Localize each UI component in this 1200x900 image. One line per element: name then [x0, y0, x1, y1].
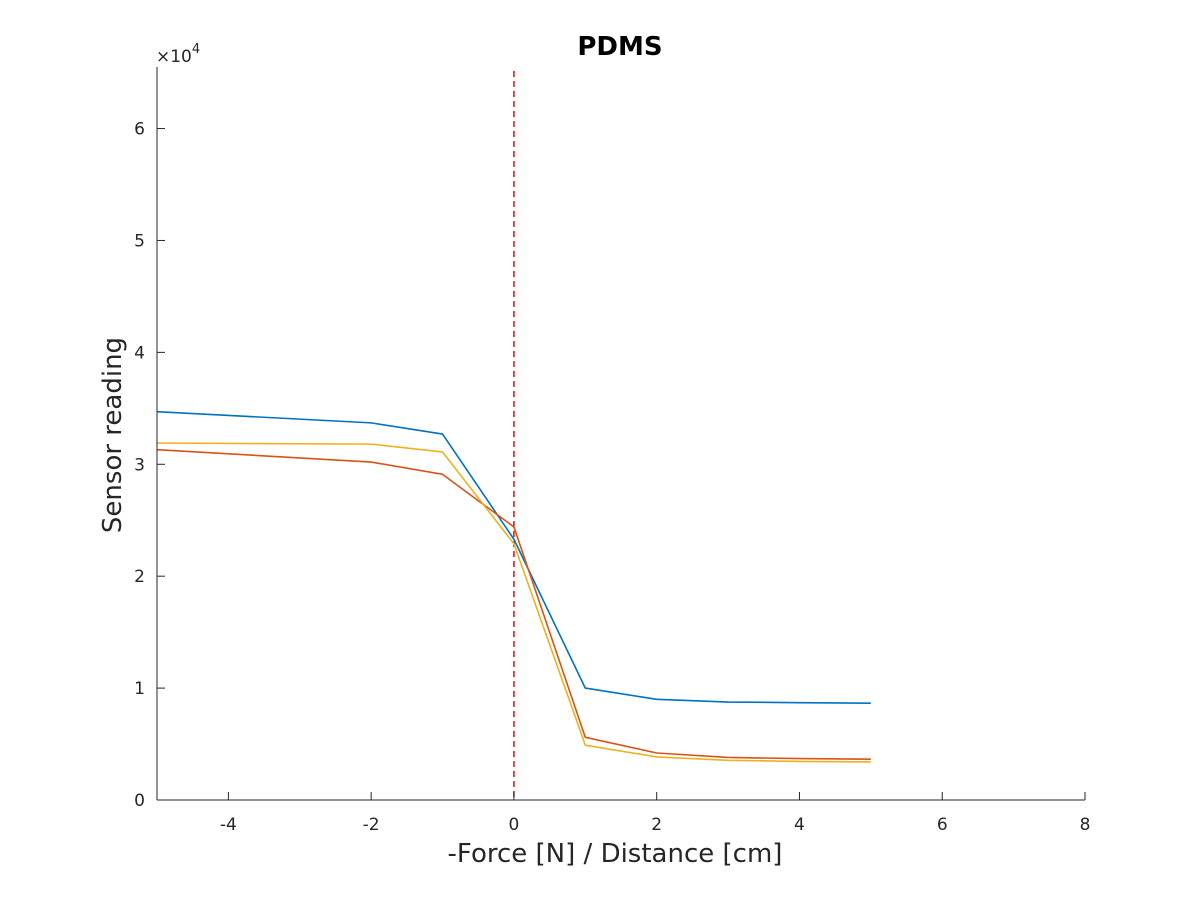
axes: -4 -2 0 2 4 6 8 0 1 2 3 4 5 6: [134, 67, 1090, 835]
y-exponent-label: ×104: [156, 42, 200, 67]
y-tick-label: 2: [134, 567, 145, 587]
y-tick-label: 5: [134, 231, 145, 251]
series-line-3: [156, 442, 871, 763]
x-tick-label: -2: [363, 815, 380, 835]
series-line-2: [156, 448, 871, 760]
x-tick-label: 8: [1080, 815, 1091, 835]
y-exponent-base: ×10: [156, 47, 192, 67]
y-tick-label: 4: [134, 343, 145, 363]
y-tick-label: 3: [134, 455, 145, 475]
chart-title: PDMS: [577, 32, 662, 62]
x-axis-label: -Force [N] / Distance [cm]: [448, 839, 783, 869]
x-tick-label: 0: [509, 815, 520, 835]
y-tick-label: 0: [134, 791, 145, 811]
x-tick-label: 2: [651, 815, 662, 835]
plot-area: [156, 71, 871, 800]
x-tick-label: 4: [794, 815, 805, 835]
x-tick-label: 6: [937, 815, 948, 835]
x-tick-label: -4: [220, 815, 237, 835]
y-axis-label: Sensor reading: [98, 337, 128, 533]
y-tick-label: 1: [134, 679, 145, 699]
series-line-1: [156, 410, 871, 704]
y-exponent-power: 4: [192, 42, 200, 57]
y-tick-label: 6: [134, 120, 145, 140]
